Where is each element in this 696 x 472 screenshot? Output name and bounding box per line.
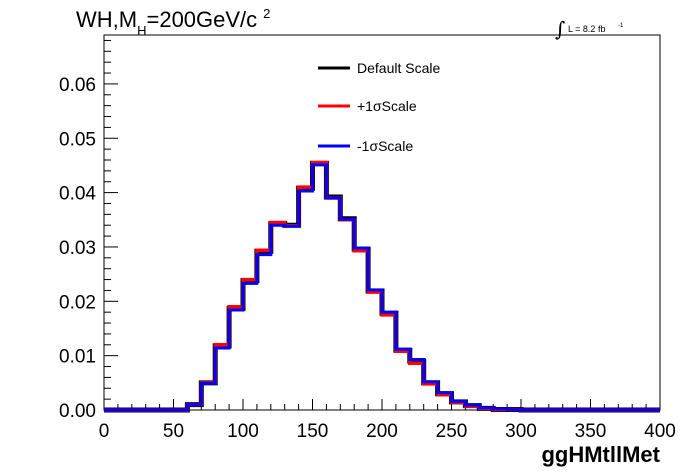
x-tick-label: 250 <box>436 421 468 442</box>
legend-label-default: Default Scale <box>357 60 440 76</box>
plot-frame <box>103 34 661 411</box>
series-minus-sigma-scale <box>104 163 660 412</box>
y-tick-label: 0.02 <box>59 292 96 313</box>
title-value: =200GeV/c <box>146 7 257 32</box>
title-text: WH,M <box>76 7 137 32</box>
x-tick-label: 400 <box>644 421 676 442</box>
x-axis-label: ggHMtllMet <box>541 442 660 467</box>
y-tick-label: 0.01 <box>59 347 96 368</box>
x-tick-label: 200 <box>366 421 398 442</box>
y-tick-label: 0.04 <box>59 184 96 205</box>
legend-label-minus-sigma: -1σScale <box>357 138 413 154</box>
series-layer <box>104 160 660 413</box>
legend: Default Scale +1σScale -1σScale <box>318 60 440 154</box>
lumi-superscript: -1 <box>618 23 624 29</box>
x-tick-label: 100 <box>227 421 259 442</box>
y-tick-label: 0.03 <box>59 238 96 259</box>
x-tick-label: 150 <box>297 421 329 442</box>
title-subscript: H <box>137 23 146 38</box>
lumi-integral: ∫ <box>555 17 565 41</box>
title-superscript: 2 <box>263 6 270 21</box>
axis-layer: 0 50 100 150 200 250 300 350 400 0.00 0.01 0.02 0.03… <box>59 39 676 442</box>
chart-title: WH,MH=200GeV/c 2 <box>76 6 270 38</box>
x-tick-label: 0 <box>99 421 110 442</box>
x-tick-label: 350 <box>575 421 607 442</box>
y-tick-label: 0.06 <box>59 75 96 96</box>
legend-label-plus-sigma: +1σScale <box>357 98 417 114</box>
x-tick-label: 50 <box>163 421 184 442</box>
y-tick-label: 0.05 <box>59 129 96 150</box>
x-tick-label: 300 <box>505 421 537 442</box>
y-tick-label: 0.00 <box>59 401 96 422</box>
lumi-text: L = 8.2 fb <box>568 24 605 34</box>
